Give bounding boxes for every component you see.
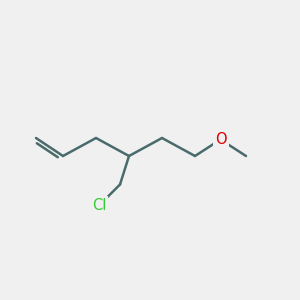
Text: Cl: Cl xyxy=(92,198,106,213)
Text: O: O xyxy=(215,132,226,147)
